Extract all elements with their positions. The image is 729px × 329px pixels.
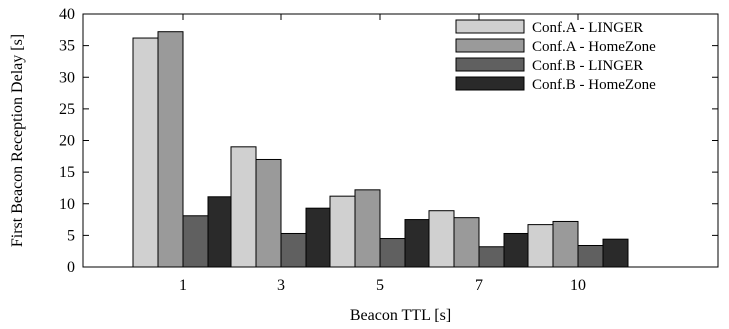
bar-conf-a-linger-1 <box>132 37 159 268</box>
legend-swatch <box>455 19 525 34</box>
bar-conf-b-linger-1 <box>182 215 209 268</box>
legend-label: Conf.A - LINGER <box>532 20 643 36</box>
x-tick-label: 10 <box>570 277 586 294</box>
legend-swatch <box>455 57 525 72</box>
bar-conf-b-homezone-1 <box>207 196 234 268</box>
bar-conf-a-homezone-3 <box>255 158 282 268</box>
legend-label: Conf.B - LINGER <box>532 58 643 74</box>
legend-label: Conf.B - HomeZone <box>532 77 656 93</box>
bar-conf-a-homezone-1 <box>157 31 184 268</box>
legend-label: Conf.A - HomeZone <box>532 39 656 55</box>
bar-conf-a-homezone-10 <box>552 220 579 268</box>
bar-conf-a-linger-5 <box>329 195 356 268</box>
bar-conf-a-homezone-5 <box>354 189 381 268</box>
bar-conf-a-homezone-7 <box>453 217 480 268</box>
bar-conf-b-linger-10 <box>577 244 604 268</box>
legend: Conf.A - LINGER Conf.A - HomeZone Conf.B -… <box>455 19 656 93</box>
y-tick-label: 30 <box>59 69 75 86</box>
x-tick-label: 7 <box>475 277 483 294</box>
bar-conf-b-homezone-5 <box>404 219 431 268</box>
bar-conf-b-linger-7 <box>478 246 505 268</box>
y-tick-label: 5 <box>67 227 75 244</box>
x-axis-label: Beacon TTL [s] <box>350 307 451 324</box>
y-axis-ticks: 0 5 10 15 20 25 30 35 40 <box>59 6 718 276</box>
bar-conf-a-linger-7 <box>428 210 455 268</box>
y-tick-label: 25 <box>59 101 75 118</box>
bar-conf-b-homezone-10 <box>602 238 629 268</box>
y-tick-label: 20 <box>59 133 75 150</box>
bars <box>132 31 629 268</box>
plot-frame <box>82 13 719 268</box>
y-tick-label: 10 <box>59 196 75 213</box>
y-tick-label: 15 <box>59 164 75 181</box>
x-tick-label: 3 <box>277 277 285 294</box>
legend-swatch <box>455 76 525 91</box>
y-tick-label: 0 <box>67 259 75 276</box>
bar-conf-b-linger-5 <box>379 238 406 268</box>
y-tick-label: 35 <box>59 38 75 55</box>
x-tick-label: 5 <box>376 277 384 294</box>
bar-conf-a-linger-10 <box>527 224 554 268</box>
bar-conf-b-homezone-3 <box>305 207 332 268</box>
y-tick-label: 40 <box>59 6 75 23</box>
bar-conf-b-linger-3 <box>280 232 307 268</box>
legend-swatch <box>455 38 525 53</box>
y-axis-label: First Beacon Reception Delay [s] <box>9 34 26 247</box>
bar-conf-b-homezone-7 <box>503 232 530 268</box>
bar-conf-a-linger-3 <box>230 146 257 268</box>
x-tick-label: 1 <box>179 277 187 294</box>
